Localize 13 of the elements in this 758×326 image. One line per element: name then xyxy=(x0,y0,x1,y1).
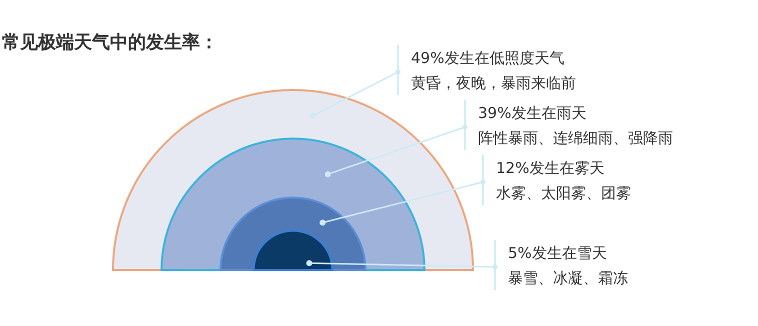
category-label: 发生在低照度天气 xyxy=(444,49,564,67)
text: 常见极端天气中的发生率： xyxy=(2,32,218,53)
category-label: 发生在雨天 xyxy=(511,104,586,122)
data-label: 49% xyxy=(411,49,444,67)
category-label: 发生在雾天 xyxy=(529,159,604,177)
category-label: 发生在雪天 xyxy=(532,244,607,262)
text: 水雾、太阳雾、团雾 xyxy=(496,184,631,202)
text: 阵性暴雨、连绵细雨、强降雨 xyxy=(478,129,673,147)
data-label: 5% xyxy=(508,244,532,262)
data-label: 39% xyxy=(478,104,512,122)
text: 黄昏，夜晚，暴雨来临前 xyxy=(411,74,576,92)
text: 暴雪、冰凝、霜冻 xyxy=(508,269,628,287)
data-label: 12% xyxy=(496,159,530,177)
